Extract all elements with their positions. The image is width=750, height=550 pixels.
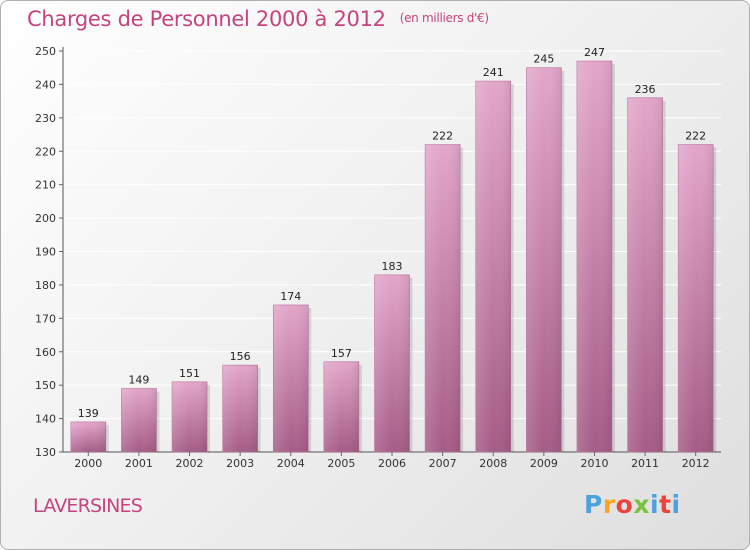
- bar-shine: [475, 81, 511, 452]
- bar-shine: [273, 304, 309, 452]
- logo-letter: o: [615, 490, 634, 519]
- y-tick-label: 250: [35, 45, 56, 58]
- y-tick-label: 130: [35, 446, 56, 459]
- logo-letter: x: [633, 490, 650, 519]
- data-label: 139: [78, 407, 99, 420]
- chart-subtitle: (en milliers d'€): [399, 11, 489, 25]
- y-tick-label: 170: [35, 312, 56, 325]
- label-layer: 139 149 151 156 174 157 183 222 241 245 247 236 222: [78, 46, 706, 420]
- x-tick-label: 2007: [429, 457, 457, 470]
- y-tick-label: 190: [35, 246, 56, 259]
- bar-shine: [526, 67, 562, 452]
- x-tick-label: 2011: [631, 457, 659, 470]
- y-tick-label: 210: [35, 179, 56, 192]
- data-label: 222: [685, 130, 706, 143]
- logo-letter: t: [659, 490, 672, 519]
- bar-shine: [121, 388, 157, 452]
- chart-title: Charges de Personnel 2000 à 2012 (en mill…: [27, 7, 489, 31]
- data-label: 245: [533, 53, 554, 66]
- x-tick-label: 2004: [277, 457, 305, 470]
- logo-letter: i: [671, 490, 681, 519]
- y-tick-label: 240: [35, 78, 56, 91]
- x-tick-label: 2006: [378, 457, 406, 470]
- data-label: 247: [584, 46, 605, 59]
- proxiti-logo[interactable]: Proxiti: [584, 490, 681, 519]
- y-tick-label: 180: [35, 279, 56, 292]
- data-label: 157: [331, 347, 352, 360]
- bar-shine: [70, 421, 106, 452]
- commune-name: LAVERSINES: [33, 495, 143, 517]
- data-label: 151: [179, 367, 200, 380]
- x-tick-label: 2002: [176, 457, 204, 470]
- data-label: 174: [280, 290, 301, 303]
- data-label: 149: [128, 374, 149, 387]
- bar-layer: [70, 60, 717, 453]
- chart-title-text: Charges de Personnel 2000 à 2012: [27, 7, 386, 31]
- bar-shine: [576, 61, 612, 453]
- bar-shine: [172, 381, 208, 452]
- data-label: 222: [432, 130, 453, 143]
- data-label: 156: [230, 350, 251, 363]
- y-tick-label: 200: [35, 212, 56, 225]
- bar-shine: [627, 97, 663, 453]
- bar-shine: [323, 361, 359, 452]
- bar-shine: [374, 274, 410, 452]
- x-tick-label: 2001: [125, 457, 153, 470]
- x-tick-label: 2000: [74, 457, 102, 470]
- y-tick-label: 150: [35, 379, 56, 392]
- data-label: 183: [382, 260, 403, 273]
- bar-shine: [222, 365, 258, 452]
- logo-letter: P: [584, 490, 603, 519]
- bar-shine: [678, 144, 714, 453]
- x-tick-label: 2012: [682, 457, 710, 470]
- logo-letter: i: [650, 490, 660, 519]
- data-label: 236: [635, 83, 656, 96]
- y-tick-label: 220: [35, 145, 56, 158]
- x-tick-label: 2008: [479, 457, 507, 470]
- x-tick-label: 2009: [530, 457, 558, 470]
- y-tick-label: 140: [35, 413, 56, 426]
- y-tick-label: 230: [35, 112, 56, 125]
- x-tick-label: 2003: [226, 457, 254, 470]
- x-tick-label: 2010: [580, 457, 608, 470]
- bar-shine: [425, 144, 461, 453]
- axis-layer: 130 140 150 160 170 180 190 200 210 220 230 240 250 2…: [35, 45, 721, 470]
- y-tick-label: 160: [35, 346, 56, 359]
- data-label: 241: [483, 66, 504, 79]
- logo-letter: r: [602, 490, 616, 519]
- x-tick-label: 2005: [327, 457, 355, 470]
